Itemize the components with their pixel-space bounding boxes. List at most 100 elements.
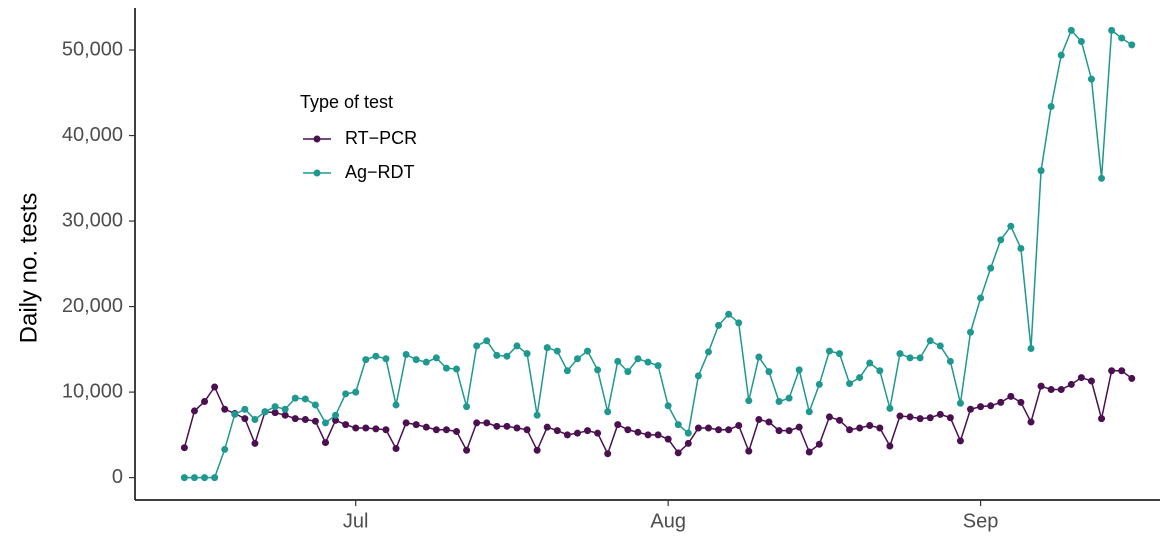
data-point <box>311 417 319 425</box>
data-point <box>1057 386 1065 394</box>
data-point <box>563 367 571 375</box>
data-point <box>362 424 370 432</box>
data-point <box>997 236 1005 244</box>
data-point <box>493 351 501 359</box>
data-point <box>674 421 682 429</box>
data-point <box>271 409 279 417</box>
data-point <box>755 353 763 361</box>
data-point <box>1057 51 1065 59</box>
data-point <box>825 413 833 421</box>
data-point <box>412 356 420 364</box>
data-point <box>755 415 763 423</box>
data-point <box>775 398 783 406</box>
data-point <box>745 397 753 405</box>
y-axis-title: Daily no. tests <box>15 193 42 344</box>
data-point <box>977 294 985 302</box>
data-point <box>835 350 843 358</box>
data-point <box>644 358 652 366</box>
data-point <box>352 388 360 396</box>
y-tick-label: 50,000 <box>62 38 123 60</box>
data-point <box>573 355 581 363</box>
data-point <box>382 426 390 434</box>
data-point <box>704 348 712 356</box>
data-point <box>634 355 642 363</box>
data-point <box>1047 102 1055 110</box>
data-point <box>886 404 894 412</box>
data-point <box>916 415 924 423</box>
legend-swatch-dot <box>313 135 321 143</box>
data-point <box>190 474 198 482</box>
data-point <box>543 344 551 352</box>
data-point <box>987 402 995 410</box>
data-point <box>201 474 209 482</box>
data-point <box>1017 398 1025 406</box>
legend-label: RT−PCR <box>345 128 417 148</box>
legend-label: Ag−RDT <box>345 162 415 182</box>
data-point <box>795 423 803 431</box>
data-point <box>674 449 682 457</box>
data-point <box>896 350 904 358</box>
data-point <box>1128 374 1136 382</box>
data-point <box>342 421 350 429</box>
data-point <box>946 357 954 365</box>
data-point <box>644 431 652 439</box>
y-tick-label: 20,000 <box>62 295 123 317</box>
data-point <box>1067 26 1075 34</box>
data-point <box>190 407 198 415</box>
data-point <box>251 439 259 447</box>
data-point <box>211 383 219 391</box>
data-point <box>493 422 501 430</box>
x-tick-label: Aug <box>650 510 686 532</box>
data-point <box>342 390 350 398</box>
data-point <box>956 437 964 445</box>
data-point <box>463 446 471 454</box>
data-point <box>523 426 531 434</box>
data-point <box>332 416 340 424</box>
data-point <box>694 372 702 380</box>
data-point <box>453 427 461 435</box>
data-point <box>876 424 884 432</box>
data-point <box>513 424 521 432</box>
data-point <box>967 328 975 336</box>
data-point <box>584 347 592 355</box>
data-point <box>715 321 723 329</box>
data-point <box>704 424 712 432</box>
data-point <box>362 356 370 364</box>
data-point <box>987 264 995 272</box>
data-point <box>654 362 662 370</box>
data-point <box>241 405 249 413</box>
legend-title: Type of test <box>300 92 393 112</box>
data-point <box>1087 75 1095 83</box>
data-point <box>352 424 360 432</box>
data-point <box>916 354 924 362</box>
data-point <box>503 422 511 430</box>
data-point <box>765 368 773 376</box>
data-point <box>1128 41 1136 49</box>
data-point <box>765 418 773 426</box>
data-point <box>815 440 823 448</box>
data-point <box>1108 26 1116 34</box>
data-point <box>835 416 843 424</box>
data-point <box>866 421 874 429</box>
data-point <box>533 411 541 419</box>
data-point <box>321 419 329 427</box>
data-point <box>1067 380 1075 388</box>
data-point <box>594 429 602 437</box>
data-point <box>180 474 188 482</box>
data-point <box>402 419 410 427</box>
data-point <box>533 446 541 454</box>
data-point <box>956 399 964 407</box>
data-point <box>1037 167 1045 175</box>
data-point <box>432 426 440 434</box>
data-point <box>1098 415 1106 423</box>
data-point <box>1027 345 1035 353</box>
data-point <box>684 429 692 437</box>
data-point <box>402 350 410 358</box>
data-point <box>422 358 430 366</box>
data-point <box>735 421 743 429</box>
data-point <box>725 310 733 318</box>
data-point <box>241 415 249 423</box>
data-point <box>775 427 783 435</box>
